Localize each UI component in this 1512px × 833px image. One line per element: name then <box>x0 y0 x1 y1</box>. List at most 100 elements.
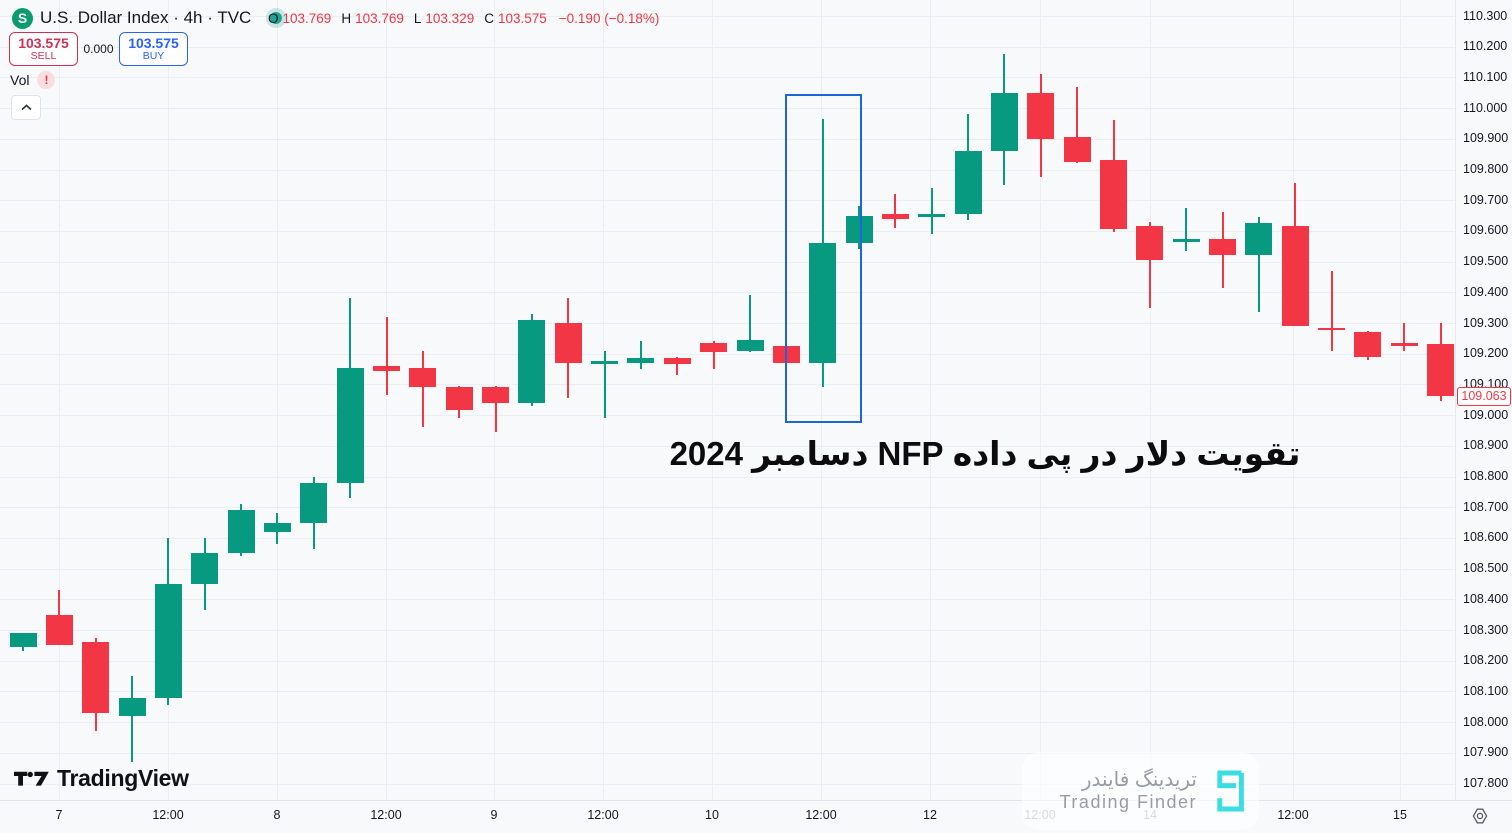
candle-body-down <box>482 387 510 403</box>
candle-body-up <box>518 319 546 403</box>
grid-line-h <box>0 138 1455 140</box>
collapse-panel-button[interactable] <box>11 95 41 120</box>
candle-body-up <box>227 510 255 554</box>
price-axis-label: 107.800 <box>1463 776 1509 790</box>
grid-line-h <box>0 445 1455 447</box>
ohlc-low-value: 103.329 <box>425 10 475 26</box>
volume-warning-icon[interactable]: ! <box>37 71 56 89</box>
candle-wick <box>131 676 134 762</box>
watermark: تریدینگ فایندر Trading Finder <box>1022 752 1259 830</box>
price-axis-label: 108.400 <box>1463 591 1509 606</box>
candle-body-up <box>627 358 655 363</box>
tradingview-logo-text: TradingView <box>57 765 189 791</box>
buy-button[interactable]: 103.575 BUY <box>119 32 188 66</box>
candle-wick <box>1403 323 1406 351</box>
ohlc-close-value: 103.575 <box>497 10 547 26</box>
price-axis-label: 109.600 <box>1463 223 1509 238</box>
grid-line-h <box>0 630 1455 631</box>
candle-body-up <box>845 215 873 244</box>
grid-line-h <box>0 323 1455 324</box>
grid-line-h <box>0 660 1455 662</box>
price-axis-label: 110.000 <box>1463 100 1508 115</box>
time-axis-label: 10 <box>705 808 719 822</box>
highlight-rectangle[interactable] <box>785 94 862 423</box>
candle-body-down <box>1027 92 1055 139</box>
grid-line-h <box>0 415 1455 417</box>
price-axis[interactable]: 109.063 110.300 110.200 110.100 110.000 109.… <box>1455 0 1512 800</box>
grid-line-h <box>0 292 1455 294</box>
candle-body-down <box>1354 332 1382 357</box>
market-status-dot-icon[interactable] <box>270 12 283 24</box>
time-axis-label: 12 <box>923 808 937 822</box>
ohlc-low-key: L <box>413 10 422 26</box>
axis-settings-button[interactable] <box>1470 806 1492 828</box>
symbol-row[interactable]: S U.S. Dollar Index · 4h · TVC <box>12 6 283 30</box>
grid-line-h <box>0 169 1455 171</box>
time-axis[interactable]: 712:00812:00912:001012:001212:001412:001… <box>0 800 1512 833</box>
chart-annotation-text[interactable]: تقویت دلار در پی داده NFP دسامبر 2024 <box>669 434 1301 472</box>
watermark-text: تریدینگ فایندر Trading Finder <box>1060 769 1197 813</box>
price-axis-label: 108.500 <box>1463 561 1509 576</box>
candle-body-down <box>82 642 110 713</box>
price-axis-label: 108.700 <box>1463 499 1509 514</box>
ohlc-close-key: C <box>484 10 494 26</box>
candle-wick <box>676 356 679 376</box>
grid-line-h <box>0 230 1455 232</box>
candle-body-up <box>263 522 291 532</box>
price-axis-label: 108.600 <box>1463 530 1509 545</box>
time-axis-label: 7 <box>55 808 63 822</box>
grid-line-v <box>59 0 60 800</box>
price-axis-label: 108.100 <box>1463 683 1509 698</box>
ohlc-high-key: H <box>341 10 352 26</box>
candle-wick <box>1076 86 1079 164</box>
candle-body-up <box>809 243 837 363</box>
symbol-title[interactable]: U.S. Dollar Index · 4h · TVC <box>40 8 252 27</box>
candle-body-up <box>954 151 982 214</box>
candle-body-down <box>45 614 73 646</box>
grid-line-h <box>0 507 1455 509</box>
candle-body-up <box>9 633 37 647</box>
spread-value: 0.000 <box>83 42 114 56</box>
candle-wick <box>930 187 933 234</box>
candle-body-down <box>1209 238 1237 256</box>
candle-wick <box>894 194 897 228</box>
price-axis-label: 109.900 <box>1463 131 1509 146</box>
candle-body-up <box>191 553 219 584</box>
ohlc-legend: O 103.769 H 103.769 L 103.329 C 103.575 … <box>268 8 659 28</box>
watermark-title-en: Trading Finder <box>1059 792 1197 813</box>
price-axis-label: 109.500 <box>1463 254 1509 269</box>
volume-indicator-row[interactable]: Vol ! <box>10 71 56 89</box>
candle-wick <box>712 341 715 370</box>
time-axis-label: 9 <box>490 808 498 822</box>
sell-label: SELL <box>30 49 57 62</box>
chart-pane[interactable]: تقویت دلار در پی داده NFP دسامبر 2024 <box>0 0 1455 800</box>
price-axis-label: 110.200 <box>1463 39 1508 54</box>
grid-line-h <box>0 783 1455 785</box>
buy-price: 103.575 <box>128 35 179 52</box>
candle-wick <box>749 295 751 353</box>
grid-line-v <box>277 0 278 800</box>
grid-line-h <box>0 261 1455 263</box>
grid-line-h <box>0 46 1455 48</box>
tradingview-logo-icon <box>14 771 49 786</box>
candle-body-down <box>373 365 400 371</box>
time-axis-label: 15 <box>1393 808 1407 822</box>
tradingview-logo[interactable]: TradingView <box>14 765 189 792</box>
grid-line-h <box>0 16 1455 17</box>
candle-body-down <box>1318 327 1346 330</box>
time-axis-label: 12:00 <box>805 808 837 822</box>
candle-wick <box>385 316 388 396</box>
trade-panel: 103.575 SELL 0.000 103.575 BUY <box>9 32 188 66</box>
price-axis-label: 109.000 <box>1463 407 1509 422</box>
candle-body-down <box>1427 344 1455 396</box>
grid-line-h <box>0 200 1455 202</box>
symbol-logo-icon: S <box>12 7 33 29</box>
sell-button[interactable]: 103.575 SELL <box>9 32 78 66</box>
grid-line-h <box>0 353 1455 355</box>
grid-line-h <box>0 384 1455 386</box>
candle-body-up <box>336 367 364 483</box>
grid-line-v <box>168 0 169 800</box>
time-axis-label: 12:00 <box>1277 808 1309 822</box>
trading-finder-logo-icon <box>1217 770 1244 812</box>
last-price-label: 109.063 <box>1457 386 1511 406</box>
